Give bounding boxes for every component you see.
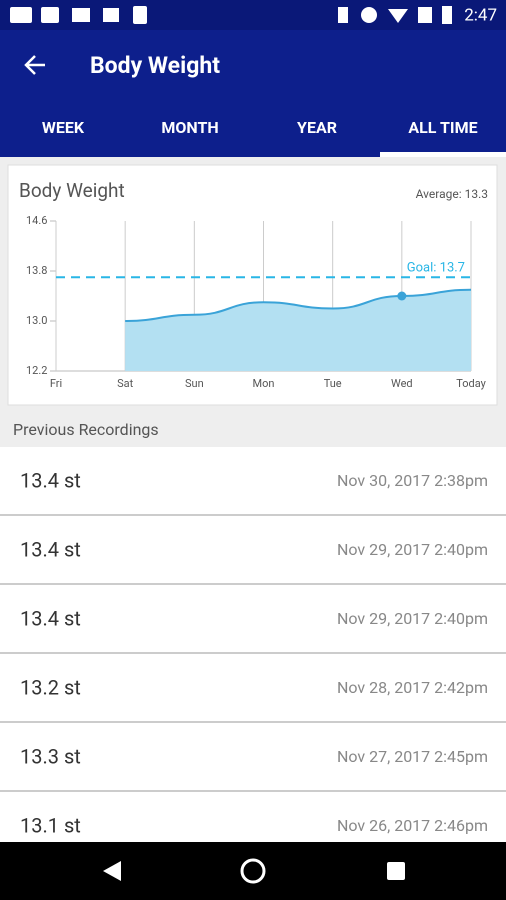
tab-indicator (380, 152, 506, 157)
recording-weight: 13.3 st (20, 744, 81, 768)
x-tick-label: Mon (253, 377, 275, 390)
recording-date: Nov 29, 2017 2:40pm (337, 540, 488, 559)
tab[interactable]: WEEK (42, 118, 85, 137)
status-time: 2:47 (464, 5, 497, 25)
chart-title: Body Weight (19, 179, 125, 202)
recording-weight: 13.1 st (20, 813, 81, 837)
goal-label: Goal: 13.7 (407, 261, 465, 276)
nav-recents[interactable] (387, 862, 405, 880)
y-tick-label: 14.6 (26, 214, 47, 227)
x-tick-label: Today (456, 377, 486, 390)
app-title: Body Weight (90, 52, 220, 79)
x-tick-label: Sun (185, 377, 204, 390)
recording-row[interactable] (0, 447, 506, 516)
recording-row[interactable] (0, 516, 506, 585)
nav-home[interactable] (240, 858, 266, 884)
recording-weight: 13.4 st (20, 537, 81, 561)
highlight-point (397, 291, 407, 301)
recording-row[interactable] (0, 792, 506, 842)
tab[interactable]: MONTH (161, 118, 218, 137)
status-icons (10, 6, 452, 24)
average-label: Average: 13.3 (416, 187, 488, 201)
recording-weight: 13.2 st (20, 675, 81, 699)
recording-date: Nov 29, 2017 2:40pm (337, 609, 488, 628)
x-tick-label: Fri (50, 377, 62, 390)
x-tick-label: Tue (324, 377, 342, 390)
recording-date: Nov 28, 2017 2:42pm (337, 678, 488, 697)
nav-back[interactable] (103, 861, 121, 881)
nav-bar (0, 842, 506, 900)
tab[interactable]: ALL TIME (408, 118, 477, 137)
recording-row[interactable] (0, 654, 506, 723)
line (125, 288, 472, 322)
recording-row[interactable] (0, 585, 506, 654)
recording-weight: 13.4 st (20, 468, 81, 492)
y-tick-label: 12.2 (26, 364, 47, 377)
recording-row[interactable] (0, 723, 506, 792)
y-tick-label: 13.8 (26, 264, 47, 277)
x-tick-label: Wed (391, 377, 413, 390)
y-tick-label: 13.0 (26, 314, 47, 327)
x-tick-label: Sat (117, 377, 134, 390)
tab[interactable]: YEAR (297, 118, 337, 137)
section-title: Previous Recordings (13, 420, 159, 439)
recording-date: Nov 27, 2017 2:45pm (337, 747, 488, 766)
recording-date: Nov 30, 2017 2:38pm (337, 471, 488, 490)
back-button[interactable] (24, 55, 45, 75)
recording-weight: 13.4 st (20, 606, 81, 630)
recording-date: Nov 26, 2017 2:46pm (337, 816, 488, 835)
area (125, 289, 472, 371)
